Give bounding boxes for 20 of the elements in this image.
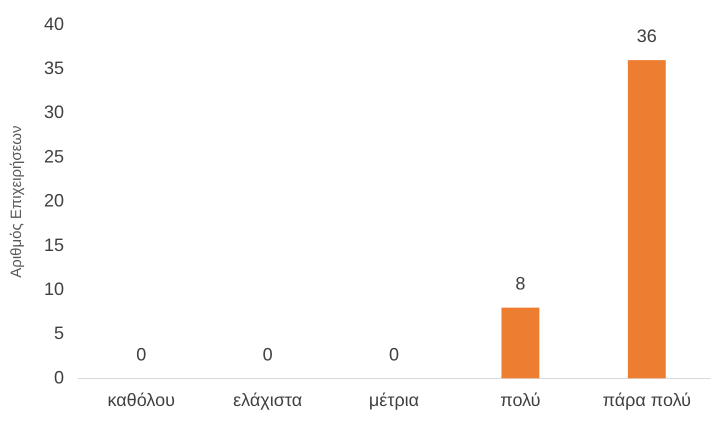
x-tick-label: καθόλου xyxy=(107,390,175,410)
y-tick-label: 5 xyxy=(54,323,64,344)
x-tick-label: μέτρια xyxy=(368,390,420,410)
data-label: 0 xyxy=(389,344,400,364)
x-tick-label: ελάχιστα xyxy=(233,390,302,410)
y-tick-label: 15 xyxy=(44,234,64,255)
y-tick-label: 40 xyxy=(44,14,64,34)
y-tick-label: 0 xyxy=(54,367,64,388)
data-label: 0 xyxy=(136,344,146,364)
x-tick-label: πάρα πολύ xyxy=(602,390,692,410)
data-label: 8 xyxy=(515,274,526,294)
data-label: 0 xyxy=(262,344,273,364)
y-tick-label: 25 xyxy=(44,146,64,166)
y-tick-label: 10 xyxy=(44,278,64,299)
data-label: 36 xyxy=(636,26,657,46)
x-tick-label: πολύ xyxy=(500,390,541,410)
y-tick-label: 30 xyxy=(44,102,64,122)
y-tick-label: 20 xyxy=(44,190,64,211)
y-tick-label: 35 xyxy=(44,58,64,78)
y-axis-title: Αριθμός Επιχειρήσεων xyxy=(8,125,26,278)
